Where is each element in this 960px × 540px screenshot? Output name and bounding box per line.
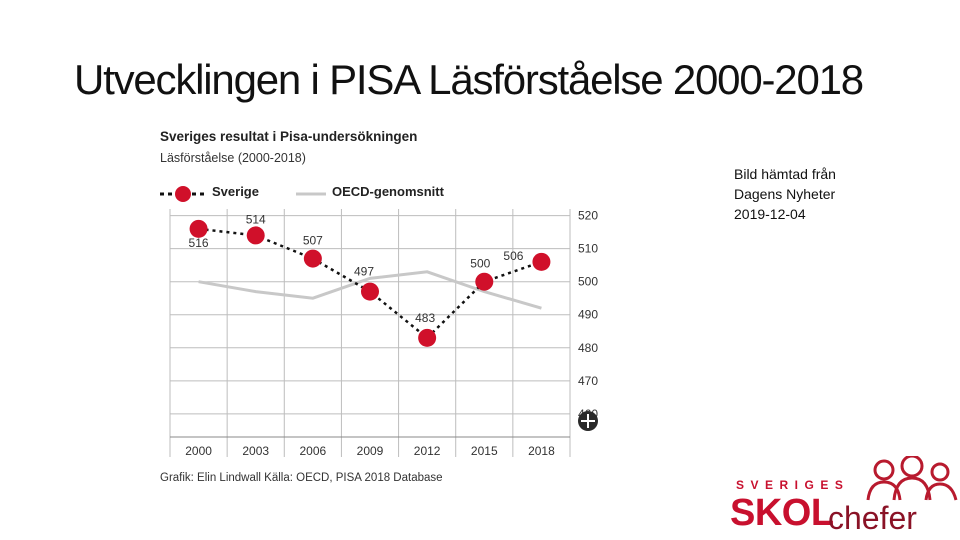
data-label-sverige: 497 [354, 265, 374, 279]
logo-main-text: SKOL [730, 492, 834, 534]
slide-title: Utvecklingen i PISA Läsförståelse 2000-2… [74, 56, 864, 103]
data-label-sverige: 500 [470, 257, 490, 271]
chart-area: 4604704804905005105202000200320062009201… [150, 205, 610, 463]
chart-subtitle: Läsförståelse (2000-2018) [160, 151, 306, 165]
sveriges-skolchefer-logo: SVERIGES SKOL chefer [724, 456, 960, 540]
x-tick-label: 2009 [357, 444, 384, 458]
source-note-line: Dagens Nyheter [734, 186, 836, 202]
chart-title: Sveriges resultat i Pisa-undersökningen [160, 129, 418, 144]
source-note: Bild hämtad från Dagens Nyheter 2019-12-… [734, 164, 884, 224]
data-label-sverige: 514 [246, 212, 266, 226]
source-note-line: Bild hämtad från [734, 166, 836, 182]
y-tick-label: 490 [578, 308, 598, 322]
x-tick-label: 2015 [471, 444, 498, 458]
series-line-oecd [198, 270, 542, 310]
data-point-sverige [418, 328, 437, 347]
legend-oecd-label: OECD-genomsnitt [332, 184, 444, 199]
y-tick-label: 510 [578, 242, 598, 256]
data-label-sverige: 483 [415, 311, 435, 325]
data-label-sverige: 507 [303, 234, 323, 248]
logo-sub-text: chefer [828, 500, 917, 536]
data-label-sverige: 506 [503, 249, 523, 263]
line-chart: 4604704804905005105202000200320062009201… [169, 209, 598, 458]
data-point-sverige [361, 282, 379, 301]
legend-oecd-swatch [296, 192, 326, 196]
legend-sverige-swatch [160, 186, 206, 202]
y-tick-label: 480 [578, 341, 598, 355]
data-point-sverige [246, 226, 265, 245]
data-label-sverige: 516 [189, 236, 209, 250]
x-tick-label: 2003 [242, 444, 269, 458]
data-point-sverige [475, 272, 494, 291]
data-point-sverige [532, 252, 551, 271]
people-logo-icon [866, 456, 958, 501]
x-tick-label: 2018 [528, 444, 555, 458]
source-note-line: 2019-12-04 [734, 206, 806, 222]
legend-sverige-label: Sverige [212, 184, 259, 199]
x-tick-label: 2012 [414, 444, 441, 458]
chart-credit: Grafik: Elin Lindwall Källa: OECD, PISA … [160, 472, 443, 484]
x-tick-label: 2006 [300, 444, 327, 458]
y-tick-label: 470 [578, 374, 598, 388]
y-tick-label: 520 [578, 209, 598, 223]
y-tick-label: 500 [578, 275, 598, 289]
compass-icon-mark [581, 414, 595, 428]
data-point-sverige [303, 249, 322, 268]
logo-top-text: SVERIGES [736, 478, 850, 492]
x-tick-label: 2000 [185, 444, 212, 458]
data-point-sverige [189, 219, 208, 238]
